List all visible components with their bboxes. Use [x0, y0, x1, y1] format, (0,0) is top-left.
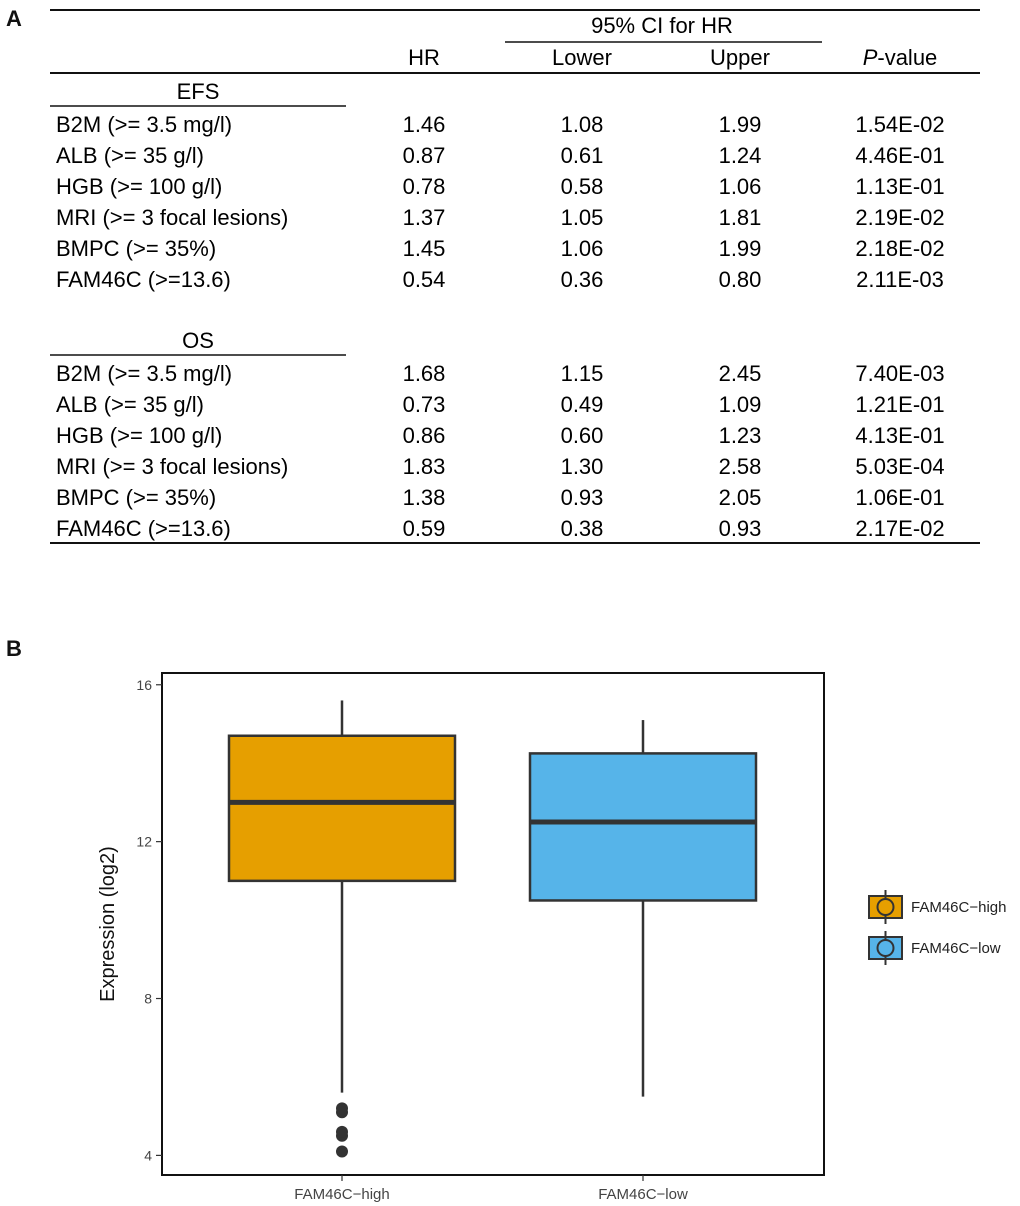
col-header-lower: Lower	[552, 45, 612, 70]
cell-lower: 1.05	[561, 205, 604, 230]
cell-upper: 1.81	[719, 205, 762, 230]
cell-hr: 1.37	[403, 205, 446, 230]
cell-hr: 0.59	[403, 516, 446, 541]
y-tick-label: 8	[144, 991, 152, 1007]
cell-upper: 1.09	[719, 392, 762, 417]
hazard-ratio-table: 95% CI for HR HR Lower Upper P-value EFS B2M (…	[50, 9, 980, 544]
cell-lower: 0.36	[561, 267, 604, 292]
cell-hr: 0.54	[403, 267, 446, 292]
cell-pvalue: 2.19E-02	[855, 205, 944, 230]
cell-upper: 2.58	[719, 454, 762, 479]
cell-lower: 0.38	[561, 516, 604, 541]
cell-lower: 0.60	[561, 423, 604, 448]
cell-upper: 1.06	[719, 174, 762, 199]
legend-key-circle	[876, 939, 895, 957]
cell-upper: 2.45	[719, 361, 762, 386]
cell-hr: 1.46	[403, 112, 446, 137]
cell-pvalue: 7.40E-03	[855, 361, 944, 386]
legend-label: FAM46C−high	[911, 899, 1006, 916]
expression-boxplot: 4 8 12 16 Expression (log2) FAM46C−high FAM46C…	[97, 672, 1006, 1203]
box-high	[227, 734, 457, 883]
cell-lower: 1.06	[561, 236, 604, 261]
cell-upper: 0.93	[719, 516, 762, 541]
cell-pvalue: 1.21E-01	[855, 392, 944, 417]
cell-upper: 2.05	[719, 485, 762, 510]
cell-pvalue: 1.54E-02	[855, 112, 944, 137]
panel-label-b: B	[6, 636, 22, 661]
cell-pvalue: 4.46E-01	[855, 143, 944, 168]
row-label: BMPC (>= 35%)	[56, 236, 216, 261]
row-label: ALB (>= 35 g/l)	[56, 143, 204, 168]
cell-pvalue: 1.06E-01	[855, 485, 944, 510]
y-tick-label: 4	[144, 1147, 152, 1163]
cell-lower: 0.61	[561, 143, 604, 168]
cell-hr: 0.73	[403, 392, 446, 417]
cell-pvalue: 2.11E-03	[856, 267, 944, 292]
cell-pvalue: 2.17E-02	[855, 516, 944, 541]
col-header-upper: Upper	[710, 45, 770, 70]
row-label: FAM46C (>=13.6)	[56, 516, 231, 541]
col-header-hr: HR	[408, 45, 440, 70]
pvalue-italic-p: P	[863, 45, 878, 70]
section-title-efs: EFS	[177, 79, 220, 104]
row-label: BMPC (>= 35%)	[56, 485, 216, 510]
row-label: FAM46C (>=13.6)	[56, 267, 231, 292]
cell-upper: 0.80	[719, 267, 762, 292]
row-label: MRI (>= 3 focal lesions)	[56, 205, 288, 230]
cell-upper: 1.24	[719, 143, 762, 168]
cell-pvalue: 5.03E-04	[855, 454, 944, 479]
row-label: HGB (>= 100 g/l)	[56, 174, 222, 199]
row-label: B2M (>= 3.5 mg/l)	[56, 112, 232, 137]
cell-hr: 0.86	[403, 423, 446, 448]
legend-label: FAM46C−low	[911, 940, 1001, 957]
box-low	[528, 752, 758, 902]
outlier-point	[336, 1102, 348, 1115]
cell-hr: 0.78	[403, 174, 446, 199]
cell-upper: 1.99	[719, 236, 762, 261]
cell-hr: 1.45	[403, 236, 446, 261]
cell-lower: 1.08	[561, 112, 604, 137]
pvalue-suffix: -value	[877, 45, 937, 70]
row-label: B2M (>= 3.5 mg/l)	[56, 361, 232, 386]
cell-pvalue: 1.13E-01	[855, 174, 944, 199]
panel-label-a: A	[6, 6, 22, 31]
y-axis-label: Expression (log2)	[97, 846, 119, 1002]
cell-lower: 1.15	[561, 361, 604, 386]
x-tick-label: FAM46C−low	[598, 1186, 688, 1203]
cell-hr: 0.87	[403, 143, 446, 168]
legend-key-circle	[876, 898, 895, 916]
cell-lower: 1.30	[561, 454, 604, 479]
cell-pvalue: 2.18E-02	[855, 236, 944, 261]
y-tick-label: 16	[136, 677, 152, 693]
col-header-pvalue: P-value	[863, 45, 938, 70]
cell-lower: 0.93	[561, 485, 604, 510]
y-tick-label: 12	[136, 834, 152, 850]
row-label: ALB (>= 35 g/l)	[56, 392, 204, 417]
ci-header: 95% CI for HR	[591, 13, 733, 38]
cell-lower: 0.49	[561, 392, 604, 417]
outlier-point	[336, 1145, 348, 1158]
cell-hr: 1.68	[403, 361, 446, 386]
section-title-os: OS	[182, 328, 214, 353]
row-label: HGB (>= 100 g/l)	[56, 423, 222, 448]
x-tick-label: FAM46C−high	[294, 1186, 389, 1203]
outlier-point	[336, 1125, 348, 1138]
cell-lower: 0.58	[561, 174, 604, 199]
cell-upper: 1.99	[719, 112, 762, 137]
cell-upper: 1.23	[719, 423, 762, 448]
cell-pvalue: 4.13E-01	[855, 423, 944, 448]
row-label: MRI (>= 3 focal lesions)	[56, 454, 288, 479]
cell-hr: 1.83	[403, 454, 446, 479]
cell-hr: 1.38	[403, 485, 446, 510]
